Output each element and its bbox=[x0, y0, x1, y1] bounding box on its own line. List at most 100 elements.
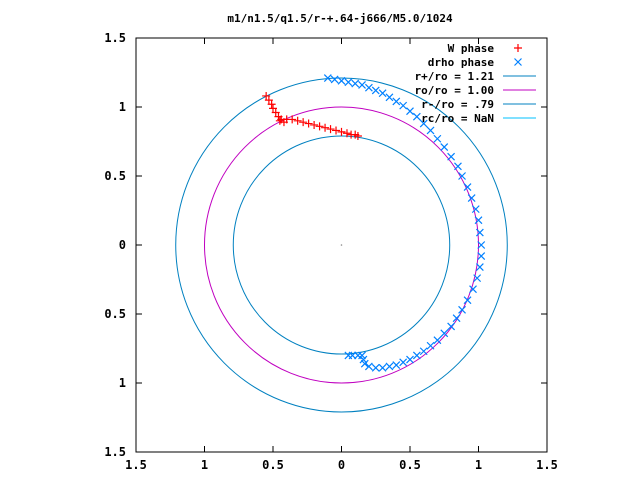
data-point bbox=[467, 194, 476, 203]
data-point bbox=[275, 116, 284, 125]
data-point bbox=[440, 329, 449, 338]
series-w-phase bbox=[262, 91, 362, 140]
data-point bbox=[463, 183, 472, 191]
data-point bbox=[267, 100, 276, 109]
data-point bbox=[433, 336, 442, 345]
data-point bbox=[475, 228, 484, 237]
data-point bbox=[447, 322, 456, 331]
legend-label: W phase bbox=[448, 42, 495, 55]
x-tick-label: 0 bbox=[338, 458, 345, 472]
y-tick-label: 1 bbox=[119, 100, 126, 114]
data-point bbox=[385, 362, 394, 371]
data-point bbox=[271, 108, 280, 117]
y-tick-label: 0.5 bbox=[104, 169, 126, 183]
data-point bbox=[469, 285, 477, 294]
y-tick-label: 0.5 bbox=[104, 307, 126, 321]
reference-circle bbox=[204, 106, 479, 384]
data-point bbox=[471, 205, 480, 214]
y-tick-label: 0 bbox=[119, 238, 126, 252]
data-point bbox=[473, 274, 482, 283]
data-point bbox=[452, 314, 461, 323]
y-tick-label: 1 bbox=[119, 376, 126, 390]
data-point bbox=[426, 126, 435, 135]
data-point bbox=[477, 252, 486, 260]
data-point bbox=[321, 123, 330, 132]
data-point bbox=[299, 118, 308, 127]
data-point bbox=[288, 115, 297, 124]
data-point bbox=[304, 119, 313, 128]
data-point bbox=[315, 122, 324, 131]
data-point bbox=[419, 119, 428, 128]
legend-label: r-/ro = .79 bbox=[421, 98, 494, 111]
x-tick-label: 1.5 bbox=[536, 458, 558, 472]
data-point bbox=[378, 89, 387, 98]
data-point bbox=[364, 83, 373, 92]
legend-marker-sample bbox=[514, 58, 522, 66]
data-point bbox=[337, 76, 346, 85]
origin-dot bbox=[340, 244, 343, 246]
axis-ticks: 1.5 1 0.5 0 0.5 1 1.51.510.500.511.5 bbox=[104, 31, 558, 472]
legend-label: r+/ro = 1.21 bbox=[415, 70, 495, 83]
data-point bbox=[293, 116, 302, 125]
data-point bbox=[358, 80, 366, 89]
legend-label: ro/ro = 1.00 bbox=[415, 84, 494, 97]
data-point bbox=[378, 363, 387, 372]
data-point bbox=[344, 78, 353, 87]
reference-circle bbox=[232, 135, 451, 355]
data-point bbox=[419, 347, 428, 356]
data-point bbox=[412, 351, 421, 360]
data-point bbox=[440, 143, 449, 151]
data-point bbox=[344, 351, 353, 360]
series-drho-phase bbox=[323, 74, 486, 372]
data-point bbox=[330, 75, 339, 84]
y-tick-label: 1.5 bbox=[104, 445, 126, 459]
legend-marker-sample bbox=[514, 44, 522, 52]
data-point bbox=[454, 162, 462, 171]
data-point bbox=[447, 152, 456, 161]
data-point bbox=[458, 305, 466, 314]
data-point bbox=[458, 172, 466, 180]
chart-title: m1/n1.5/q1.5/r-+.64-j666/M5.0/1024 bbox=[227, 12, 453, 25]
data-point bbox=[426, 341, 435, 350]
data-point bbox=[332, 126, 341, 135]
data-point bbox=[392, 361, 401, 369]
data-point bbox=[412, 112, 421, 121]
data-point bbox=[262, 91, 271, 100]
legend-label: drho phase bbox=[428, 56, 495, 69]
data-point bbox=[310, 120, 319, 129]
data-point bbox=[463, 296, 472, 305]
data-point bbox=[364, 362, 373, 371]
data-point bbox=[406, 107, 414, 116]
data-point bbox=[392, 97, 401, 106]
data-point bbox=[433, 134, 442, 143]
legend-label: rc/ro = NaN bbox=[421, 112, 494, 125]
data-point bbox=[475, 263, 484, 272]
x-tick-label: 0.5 bbox=[262, 458, 284, 472]
data-point bbox=[353, 131, 362, 140]
data-point bbox=[477, 241, 486, 249]
reference-circles bbox=[175, 77, 508, 413]
data-point bbox=[474, 216, 483, 225]
data-point bbox=[351, 79, 360, 88]
x-tick-label: 1 bbox=[201, 458, 208, 472]
data-point bbox=[337, 127, 346, 136]
data-point bbox=[399, 101, 408, 110]
data-point bbox=[371, 363, 380, 372]
x-tick-label: 0.5 bbox=[399, 458, 421, 472]
data-point bbox=[385, 93, 394, 102]
x-tick-label: 1.5 bbox=[125, 458, 147, 472]
y-tick-label: 1.5 bbox=[104, 31, 126, 45]
data-point bbox=[323, 74, 332, 82]
reference-circle bbox=[175, 77, 508, 413]
data-point bbox=[342, 129, 351, 138]
data-point bbox=[399, 358, 408, 367]
data-point bbox=[406, 355, 414, 364]
data-series bbox=[262, 74, 486, 372]
data-point bbox=[269, 104, 277, 113]
data-point bbox=[326, 125, 335, 134]
data-point bbox=[264, 96, 273, 105]
data-point bbox=[371, 86, 380, 95]
x-tick-label: 1 bbox=[475, 458, 482, 472]
